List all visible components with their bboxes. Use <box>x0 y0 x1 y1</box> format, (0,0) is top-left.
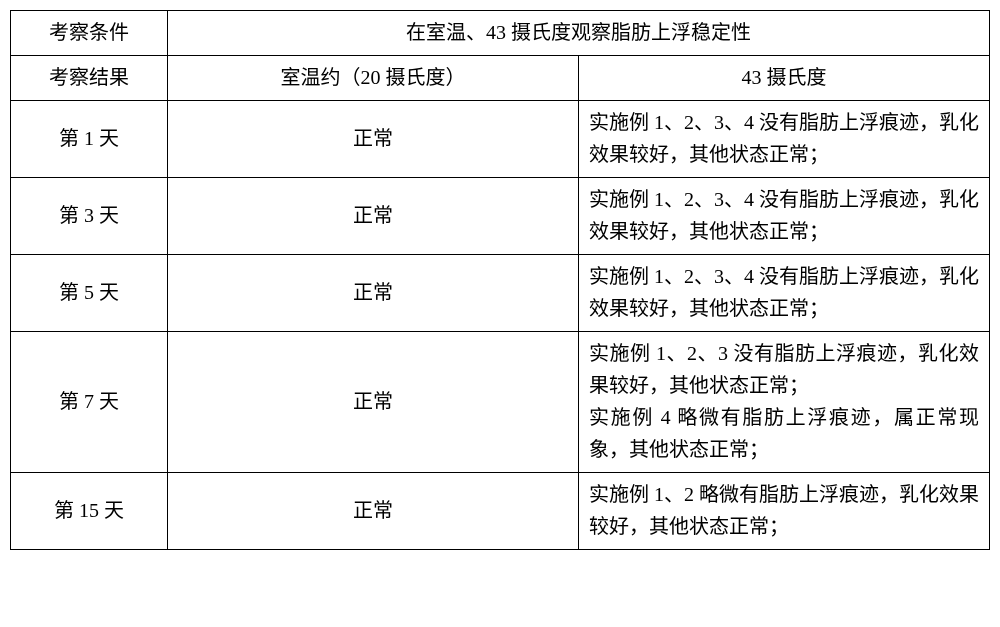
result-label-cell: 考察结果 <box>11 56 168 101</box>
table-row: 第 1 天 正常 实施例 1、2、3、4 没有脂肪上浮痕迹，乳化效果较好，其他状… <box>11 101 990 178</box>
high-temp-cell: 实施例 1、2 略微有脂肪上浮痕迹，乳化效果较好，其他状态正常； <box>579 473 990 550</box>
room-temp-cell: 正常 <box>168 473 579 550</box>
room-temp-cell: 正常 <box>168 255 579 332</box>
stability-table: 考察条件 在室温、43 摄氏度观察脂肪上浮稳定性 考察结果 室温约（20 摄氏度… <box>10 10 990 550</box>
room-temp-cell: 正常 <box>168 332 579 473</box>
condition-value-cell: 在室温、43 摄氏度观察脂肪上浮稳定性 <box>168 11 990 56</box>
header-row-1: 考察条件 在室温、43 摄氏度观察脂肪上浮稳定性 <box>11 11 990 56</box>
day-cell: 第 1 天 <box>11 101 168 178</box>
day-cell: 第 7 天 <box>11 332 168 473</box>
day-cell: 第 15 天 <box>11 473 168 550</box>
high-temp-cell: 实施例 1、2、3、4 没有脂肪上浮痕迹，乳化效果较好，其他状态正常； <box>579 101 990 178</box>
high-temp-header-cell: 43 摄氏度 <box>579 56 990 101</box>
day-cell: 第 3 天 <box>11 178 168 255</box>
condition-label-cell: 考察条件 <box>11 11 168 56</box>
table-row: 第 5 天 正常 实施例 1、2、3、4 没有脂肪上浮痕迹，乳化效果较好，其他状… <box>11 255 990 332</box>
room-temp-cell: 正常 <box>168 178 579 255</box>
header-row-2: 考察结果 室温约（20 摄氏度） 43 摄氏度 <box>11 56 990 101</box>
day-cell: 第 5 天 <box>11 255 168 332</box>
room-temp-cell: 正常 <box>168 101 579 178</box>
high-temp-cell: 实施例 1、2、3、4 没有脂肪上浮痕迹，乳化效果较好，其他状态正常； <box>579 178 990 255</box>
room-temp-header-cell: 室温约（20 摄氏度） <box>168 56 579 101</box>
high-temp-cell: 实施例 1、2、3、4 没有脂肪上浮痕迹，乳化效果较好，其他状态正常； <box>579 255 990 332</box>
high-temp-cell: 实施例 1、2、3 没有脂肪上浮痕迹，乳化效果较好，其他状态正常；实施例 4 略… <box>579 332 990 473</box>
table-row: 第 15 天 正常 实施例 1、2 略微有脂肪上浮痕迹，乳化效果较好，其他状态正… <box>11 473 990 550</box>
table-row: 第 7 天 正常 实施例 1、2、3 没有脂肪上浮痕迹，乳化效果较好，其他状态正… <box>11 332 990 473</box>
table-row: 第 3 天 正常 实施例 1、2、3、4 没有脂肪上浮痕迹，乳化效果较好，其他状… <box>11 178 990 255</box>
